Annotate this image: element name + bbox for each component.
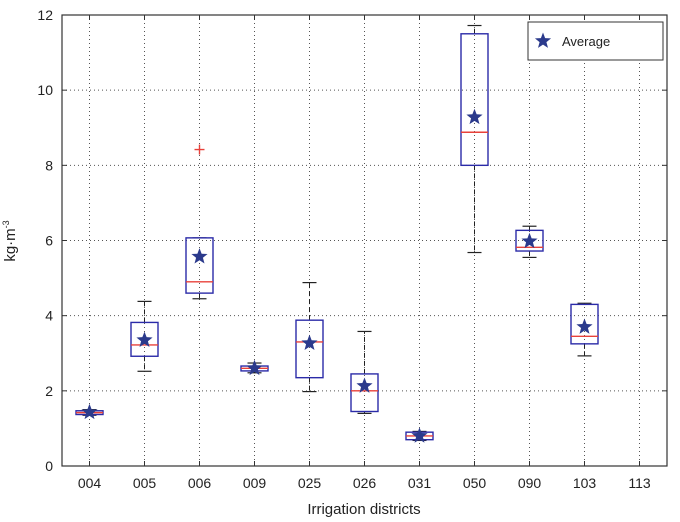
y-tick-label: 8 [45,157,53,173]
box-025 [295,281,324,393]
x-tick-label: 004 [78,475,102,491]
x-tick-label: 006 [188,475,212,491]
x-tick-label: 103 [573,475,597,491]
box-031 [405,427,434,443]
iqr-box [295,319,324,379]
outlier-marker [194,144,205,155]
box-026 [350,330,379,414]
iqr-box [460,33,489,167]
box-004 [75,403,104,420]
box-090 [515,225,544,259]
mean-star-icon [411,427,428,443]
box-005 [130,300,159,372]
mean-star-icon [81,403,98,420]
y-tick-label: 6 [45,233,53,249]
mean-star-icon [521,232,538,249]
plot-background [62,15,667,466]
axes: 0 2 4 6 8 10 12 004 005 006 009 025 026 031 050 090 103 1… [37,7,667,491]
iqr-box [130,321,159,357]
legend-box [527,21,664,61]
box-006 [185,144,214,300]
box-103 [570,302,599,357]
mean-star-icon [191,248,208,264]
x-axis-label: Irrigation districts [307,501,420,518]
y-tick-label: 4 [45,308,53,324]
grid-lines [62,15,667,466]
x-tick-label: 050 [463,475,487,491]
box-009 [240,359,269,376]
iqr-box [570,303,599,345]
legend: Average [527,21,664,61]
mean-star-icon [466,108,483,125]
x-tick-label: 031 [408,475,432,491]
box-050 [460,24,489,254]
mean-star-icon [246,359,263,376]
box-series [75,24,599,443]
x-tick-label: 113 [628,475,651,491]
mean-star-icon [136,331,153,347]
y-axis-label: kg·m-3 [1,220,19,261]
mean-star-icon [576,318,593,334]
y-tick-label: 10 [37,82,53,98]
mean-star-icon [356,377,373,393]
iqr-box [350,373,379,413]
legend-star-icon [534,32,552,48]
y-axis-label-base: kg·m [2,228,19,261]
iqr-box [185,237,214,294]
x-tick-label: 025 [298,475,322,491]
iqr-box [515,229,544,252]
legend-label: Average [562,34,610,49]
x-tick-label: 005 [133,475,157,491]
plot-area [62,15,667,466]
y-tick-label: 0 [45,458,53,474]
mean-star-icon [301,334,318,350]
x-tick-label: 009 [243,475,267,491]
y-tick-label: 2 [45,383,53,399]
x-tick-label: 026 [353,475,377,491]
y-tick-label: 12 [37,7,53,23]
x-tick-label: 090 [518,475,542,491]
y-axis-label-exponent: -3 [1,220,11,228]
